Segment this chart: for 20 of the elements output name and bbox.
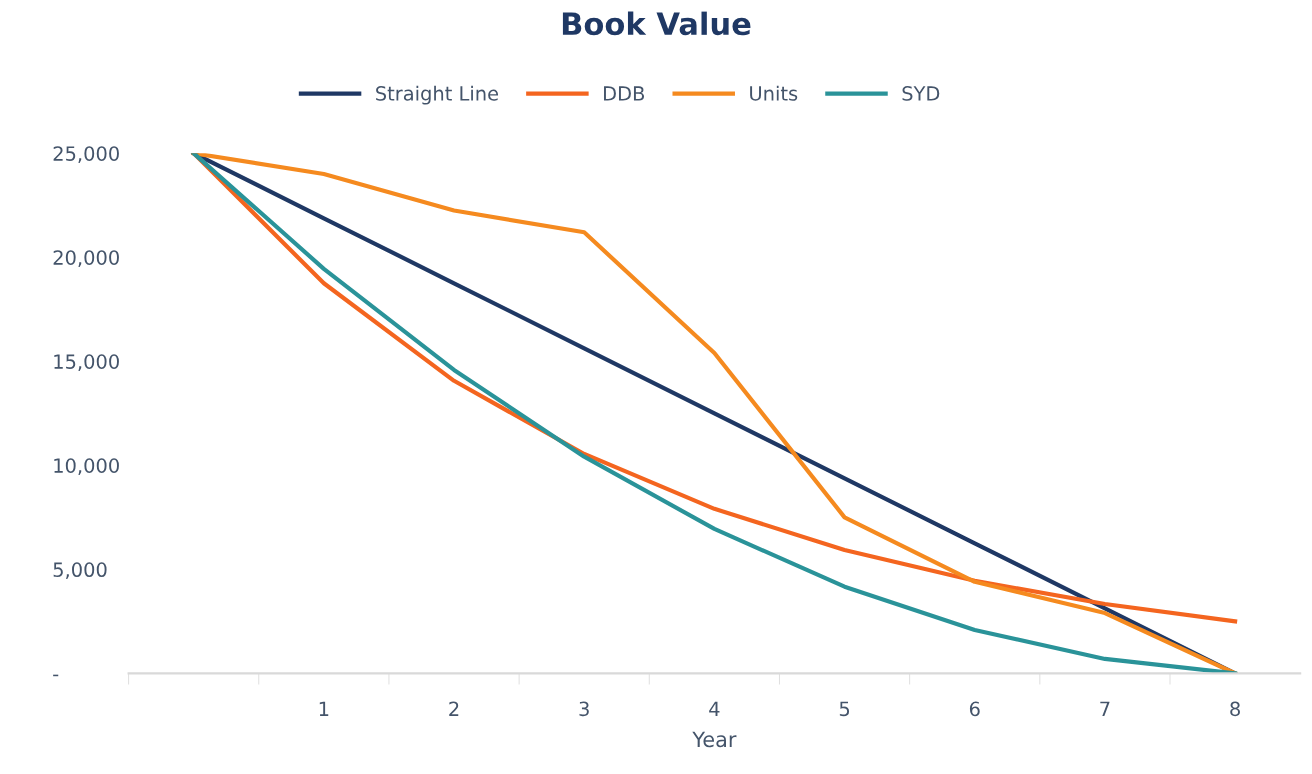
x-tick-label: 5 xyxy=(839,701,850,717)
x-tick-label: 1 xyxy=(319,701,329,716)
y-tick-label: 15,000 xyxy=(54,354,119,371)
x-tick-label: 2 xyxy=(449,701,459,716)
legend-label: Straight Line xyxy=(376,85,499,105)
x-tick-label: 4 xyxy=(709,701,720,716)
x-tick-label: 8 xyxy=(1230,701,1240,717)
x-tick-label: 7 xyxy=(1100,701,1110,716)
y-tick-label: 20,000 xyxy=(53,250,119,267)
y-tick-label: 25,000 xyxy=(53,146,119,163)
legend-label: SYD xyxy=(902,86,940,101)
chart-title: Book Value xyxy=(562,11,751,36)
x-tick-label: 6 xyxy=(969,701,980,717)
y-tick-label: 5,000 xyxy=(53,562,107,579)
y-tick-label: - xyxy=(53,674,59,677)
x-axis-title: Year xyxy=(692,731,737,748)
legend-label: Units xyxy=(750,85,798,101)
x-tick-label: 3 xyxy=(579,701,589,717)
legend-label: DDB xyxy=(604,86,645,101)
y-tick-label: 10,000 xyxy=(54,458,119,475)
